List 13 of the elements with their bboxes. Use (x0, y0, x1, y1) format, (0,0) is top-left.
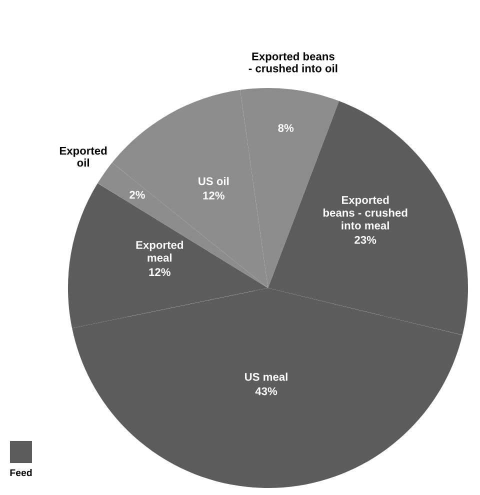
slice-label: Exported meal (136, 240, 183, 262)
data-label: 8% (278, 124, 294, 132)
data-label: 12% (149, 268, 170, 276)
text: Feed (10, 469, 32, 476)
slice-label: US meal (244, 372, 288, 381)
slice-label: US oil (198, 176, 229, 186)
data-label: 2% (130, 190, 145, 199)
data-label: 12% (203, 192, 224, 200)
data-label: 23% (354, 236, 376, 244)
slice-label: Exported beans - crushed into meal (323, 196, 408, 230)
slice-label: Exported oil (60, 146, 107, 167)
slice-label: Exported beans - crushed into oil (248, 52, 338, 72)
data-label: 43% (255, 387, 278, 396)
